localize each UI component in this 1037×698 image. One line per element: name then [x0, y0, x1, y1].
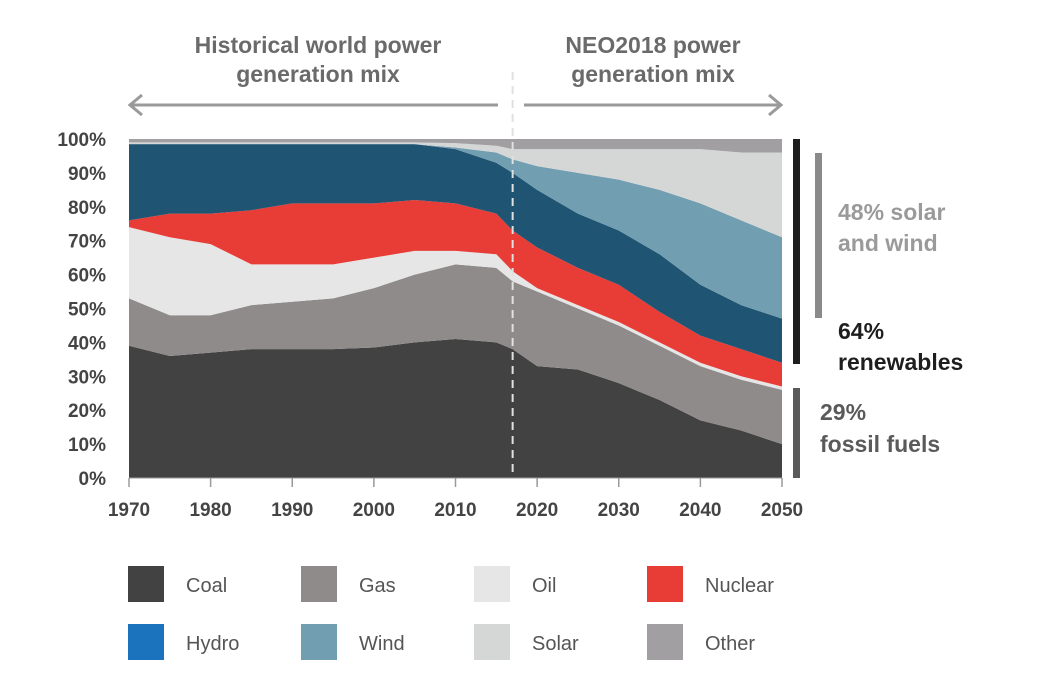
y-tick-label: 30%: [68, 367, 106, 388]
legend-label: Solar: [532, 633, 579, 655]
legend-label: Coal: [186, 575, 227, 597]
legend-label: Hydro: [186, 633, 239, 655]
legend-swatch: [474, 624, 510, 660]
forecast-arrow: [524, 93, 784, 117]
x-tick-label: 1970: [108, 500, 150, 521]
area-other: [129, 139, 782, 153]
legend-label: Wind: [359, 633, 405, 655]
legend-label: Other: [705, 633, 755, 655]
legend-item-gas: Gas: [301, 566, 396, 602]
area-gas: [129, 264, 782, 445]
forecast-header-line1: NEO2018 power: [565, 32, 740, 58]
solar-wind-label-line2: and wind: [838, 230, 938, 256]
x-tick-label: 2050: [761, 500, 803, 521]
area-nuclear: [129, 200, 782, 387]
area-coal: [129, 339, 782, 478]
fossil-label-line1: 29%: [820, 399, 866, 425]
legend-label: Nuclear: [705, 575, 774, 597]
area-hydro: [129, 144, 782, 363]
renewables-label-line2: renewables: [838, 349, 963, 375]
solar-wind-bar: [815, 153, 822, 318]
legend-item-solar: Solar: [474, 624, 579, 660]
x-tick-label: 1980: [189, 500, 231, 521]
x-axis: 1970 1980 1990 2000 2010 2020 2030 2040 2050: [108, 477, 803, 521]
fossil-bar: [793, 388, 800, 478]
y-tick-label: 90%: [68, 164, 106, 185]
area-oil: [129, 227, 782, 390]
legend-swatch: [301, 566, 337, 602]
renewables-label-line1: 64%: [838, 318, 884, 344]
area-wind: [129, 144, 782, 319]
legend: Coal Gas Oil Nuclear Hydro Wind Solar Other: [128, 566, 774, 660]
x-tick-label: 2030: [598, 500, 640, 521]
y-tick-label: 80%: [68, 198, 106, 219]
historical-header-line1: Historical world power: [195, 32, 442, 58]
historical-header-line2: generation mix: [236, 61, 400, 87]
legend-swatch: [128, 624, 164, 660]
forecast-header-line2: generation mix: [571, 61, 735, 87]
x-tick-label: 2020: [516, 500, 558, 521]
legend-swatch: [128, 566, 164, 602]
x-tick-label: 2010: [434, 500, 476, 521]
legend-label: Oil: [532, 575, 556, 597]
legend-swatch: [647, 566, 683, 602]
x-tick-label: 1990: [271, 500, 313, 521]
legend-item-other: Other: [647, 624, 755, 660]
historical-arrow: [127, 93, 498, 117]
y-tick-label: 70%: [68, 232, 106, 253]
legend-swatch: [474, 566, 510, 602]
x-tick-label: 2000: [353, 500, 395, 521]
y-tick-label: 50%: [68, 300, 106, 321]
legend-swatch: [647, 624, 683, 660]
area-solar: [129, 142, 782, 238]
legend-item-coal: Coal: [128, 566, 227, 602]
legend-item-nuclear: Nuclear: [647, 566, 774, 602]
y-tick-label: 0%: [79, 469, 107, 490]
legend-swatch: [301, 624, 337, 660]
x-tick-label: 2040: [679, 500, 721, 521]
y-tick-label: 10%: [68, 435, 106, 456]
y-axis: 0% 10% 20% 30% 40% 50% 60% 70% 80% 90% 100%: [57, 130, 106, 490]
fossil-label-line2: fossil fuels: [820, 431, 940, 457]
legend-item-oil: Oil: [474, 566, 556, 602]
y-tick-label: 100%: [57, 130, 106, 151]
y-tick-label: 20%: [68, 401, 106, 422]
legend-item-hydro: Hydro: [128, 624, 239, 660]
y-tick-label: 40%: [68, 333, 106, 354]
stacked-areas: [129, 139, 782, 478]
renewables-bar: [793, 139, 800, 364]
solar-wind-label-line1: 48% solar: [838, 199, 945, 225]
legend-item-wind: Wind: [301, 624, 405, 660]
legend-label: Gas: [359, 575, 396, 597]
y-tick-label: 60%: [68, 266, 106, 287]
